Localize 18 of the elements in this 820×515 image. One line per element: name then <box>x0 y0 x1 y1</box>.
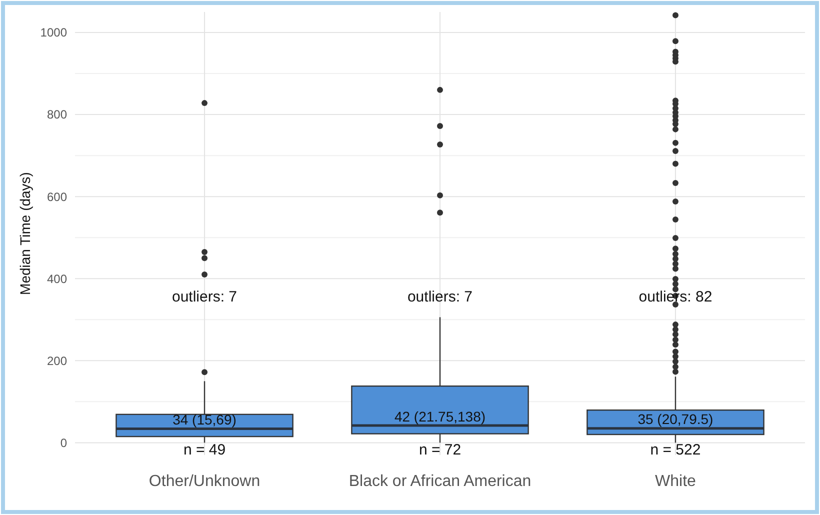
annotation: 42 (21.75,138) <box>394 408 486 424</box>
annotation: n = 49 <box>183 441 226 458</box>
y-tick-label: 400 <box>46 272 68 286</box>
annotation: 35 (20,79.5) <box>638 411 714 428</box>
y-tick-label: 600 <box>46 190 68 204</box>
y-axis-title: Median Time (days) <box>17 172 33 295</box>
annotation: outliers: 7 <box>172 288 238 306</box>
annotation: n = 72 <box>418 441 462 458</box>
annotation: outliers: 7 <box>407 288 473 306</box>
y-tick-label: 200 <box>46 354 68 368</box>
x-tick-label: White <box>655 473 696 490</box>
y-tick-label: 1000 <box>40 26 68 40</box>
x-tick-label: Black or African American <box>348 473 532 490</box>
annotation: n = 522 <box>650 441 701 458</box>
annotation: 34 (15,69) <box>172 412 236 428</box>
x-tick-label: Other/Unknown <box>148 473 260 490</box>
y-tick-label: 800 <box>46 108 68 122</box>
y-tick-label: 0 <box>60 436 68 450</box>
